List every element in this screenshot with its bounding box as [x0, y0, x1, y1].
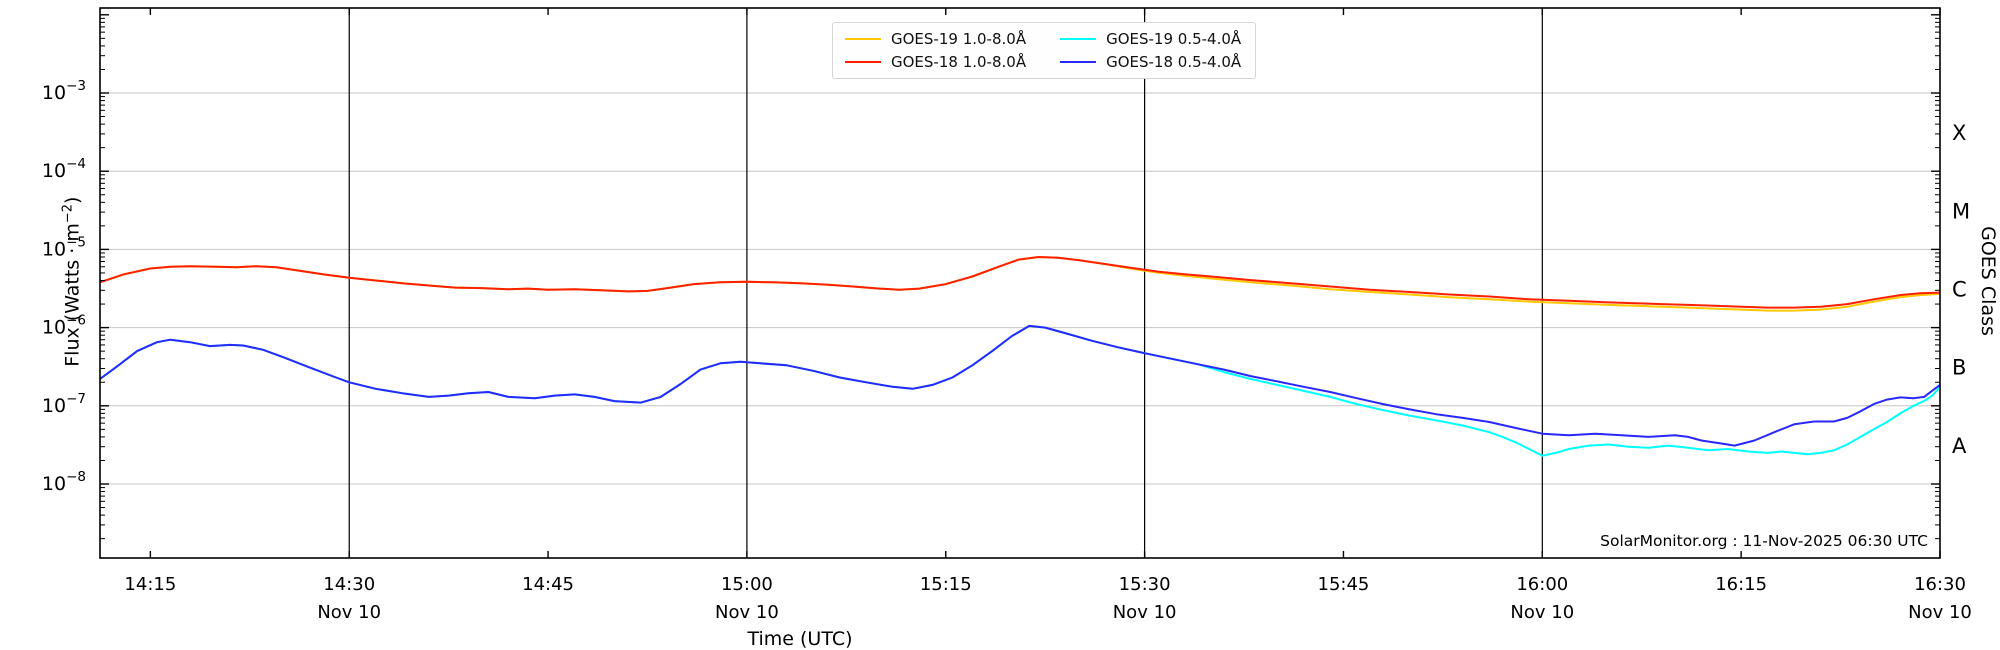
legend-item-goes18-short: GOES-18 0.5-4.0Å: [1060, 53, 1241, 71]
x-tick-label: 15:45: [1318, 574, 1370, 595]
y-tick-label: 10−6: [42, 313, 86, 339]
x-tick-label: 16:30: [1914, 574, 1966, 595]
legend-label: GOES-18 1.0-8.0Å: [891, 53, 1027, 71]
axes: [99, 7, 1941, 559]
x-tick-sublabel: Nov 10: [317, 602, 381, 623]
goes-class-X: X: [1952, 121, 1966, 145]
x-tick-sublabel: Nov 10: [1908, 602, 1972, 623]
legend-label: GOES-19 0.5-4.0Å: [1106, 30, 1242, 48]
x-tick-label: 15:15: [920, 574, 972, 595]
legend-swatch-goes19-long: [845, 38, 881, 40]
series-curves: [100, 256, 1940, 457]
watermark-text: SolarMonitor.org : 11-Nov-2025 06:30 UTC: [1600, 532, 1928, 550]
gridlines: [100, 8, 1940, 558]
x-tick-label: 16:00: [1516, 574, 1568, 595]
x-tick-label: 15:30: [1119, 574, 1171, 595]
x-tick-label: 14:30: [323, 574, 375, 595]
x-tick-label: 16:15: [1715, 574, 1767, 595]
series-line-1: [100, 256, 1940, 309]
legend-swatch-goes18-short: [1060, 61, 1097, 63]
goes-class-B: B: [1952, 356, 1966, 380]
legend-label: GOES-18 0.5-4.0Å: [1106, 53, 1242, 71]
goes-class-C: C: [1952, 278, 1967, 302]
goes-class-A: A: [1952, 434, 1967, 458]
x-tick-sublabel: Nov 10: [1510, 602, 1574, 623]
legend-swatch-goes19-short: [1060, 38, 1097, 40]
legend-item-goes18-long: GOES-18 1.0-8.0Å: [845, 53, 1026, 71]
chart-legend: GOES-19 1.0-8.0Å GOES-18 1.0-8.0Å GOES-1…: [832, 22, 1257, 79]
legend-item-goes19-long: GOES-19 1.0-8.0Å: [845, 30, 1026, 48]
goes-class-labels: X M C B A: [1952, 121, 1970, 458]
x-tick-labels: 14:15 14:30 Nov 10 14:45 15:00 Nov 10 15:15 15:…: [124, 574, 1971, 623]
y-tick-label: 10−3: [42, 78, 86, 104]
x-tick-sublabel: Nov 10: [715, 602, 779, 623]
goes-class-M: M: [1952, 199, 1970, 223]
series-line-3: [100, 324, 1940, 447]
y-tick-label: 10−8: [42, 469, 86, 495]
y-tick-label: 10−5: [42, 234, 86, 260]
x-tick-label: 14:45: [522, 574, 574, 595]
x-tick-label: 14:15: [124, 574, 176, 595]
y-axis-label: Flux (Watts · m−2): [60, 196, 84, 367]
legend-label: GOES-19 1.0-8.0Å: [891, 30, 1027, 48]
series-line-0: [100, 256, 1940, 312]
x-tick-sublabel: Nov 10: [1113, 602, 1177, 623]
y2-axis-label: GOES Class: [1977, 226, 1999, 336]
x-axis-label: Time (UTC): [747, 628, 853, 650]
y-tick-label: 10−7: [42, 391, 86, 417]
y-tick-labels: 10−3 10−4 10−5 10−6 10−7 10−8: [42, 78, 86, 495]
legend-item-goes19-short: GOES-19 0.5-4.0Å: [1060, 30, 1241, 48]
y-tick-label: 10−4: [42, 156, 86, 182]
legend-swatch-goes18-long: [845, 61, 881, 63]
x-tick-label: 15:00: [721, 574, 773, 595]
